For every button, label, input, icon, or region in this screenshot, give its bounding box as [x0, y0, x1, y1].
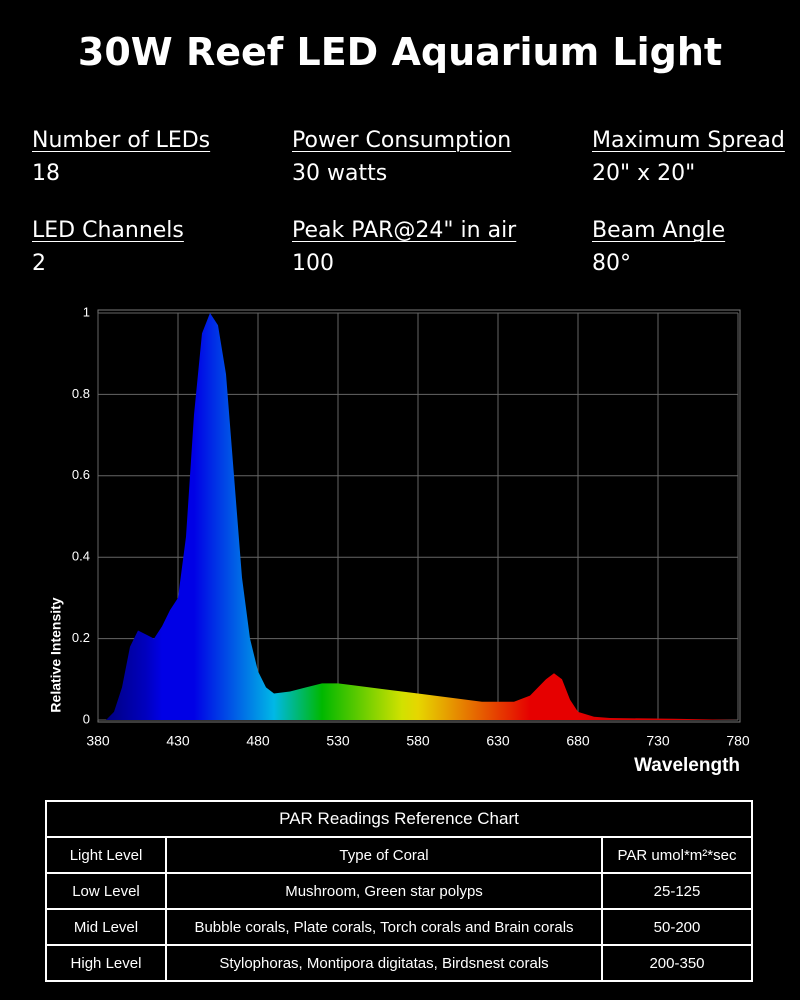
y-tick-label: 0.8	[72, 386, 90, 401]
spec-value: 18	[32, 161, 60, 186]
table-cell: Bubble corals, Plate corals, Torch coral…	[165, 908, 603, 946]
spec-value: 80°	[592, 251, 631, 276]
spec-value: 30 watts	[292, 161, 388, 186]
spec-label: Maximum Spread	[592, 128, 785, 153]
x-tick-label: 780	[726, 733, 750, 749]
spec: Number of LEDs 18	[32, 124, 292, 190]
spec-label: Peak PAR@24" in air	[292, 218, 517, 243]
y-tick-label: 0.6	[72, 467, 90, 482]
x-tick-label: 730	[646, 733, 670, 749]
y-tick-label: 1	[83, 304, 90, 319]
x-tick-label: 380	[86, 733, 110, 749]
y-axis-label: Relative Intensity	[48, 597, 64, 712]
x-axis-label: Wavelength	[634, 755, 740, 776]
x-tick-label: 530	[326, 733, 350, 749]
table-cell: Stylophoras, Montipora digitatas, Birdsn…	[165, 944, 603, 982]
y-tick-label: 0.2	[72, 630, 90, 645]
table-cell: 50-200	[601, 908, 753, 946]
spec-value: 100	[292, 251, 334, 276]
table-header: Light Level	[45, 836, 167, 874]
table-cell: Mushroom, Green star polyps	[165, 872, 603, 910]
table-row: Mid Level Bubble corals, Plate corals, To…	[45, 908, 753, 946]
table-row: High Level Stylophoras, Montipora digitat…	[45, 944, 753, 982]
spectrum-area	[106, 313, 738, 720]
table-row: Low Level Mushroom, Green star polyps 25-1…	[45, 872, 753, 910]
spec: Beam Angle 80°	[592, 214, 800, 280]
spec: LED Channels 2	[32, 214, 292, 280]
x-tick-label: 580	[406, 733, 430, 749]
x-tick-label: 630	[486, 733, 510, 749]
spec-value: 20" x 20"	[592, 161, 696, 186]
y-tick-label: 0	[83, 711, 90, 726]
spec-label: Power Consumption	[292, 128, 512, 153]
table-title: PAR Readings Reference Chart	[45, 800, 753, 838]
spec: Power Consumption 30 watts	[292, 124, 592, 190]
spec: Maximum Spread 20" x 20"	[592, 124, 800, 190]
par-table: PAR Readings Reference Chart Light Level T…	[45, 800, 753, 982]
page-title: 30W Reef LED Aquarium Light	[77, 30, 723, 74]
table-cell: 200-350	[601, 944, 753, 982]
y-tick-label: 0.4	[72, 549, 90, 564]
spec-grid: Number of LEDs 18 Power Consumption 30 watt…	[32, 124, 800, 280]
x-tick-label: 430	[166, 733, 190, 749]
table-cell: Low Level	[45, 872, 167, 910]
table-header-row: Light Level Type of Coral PAR umol*m²*sec	[45, 836, 753, 874]
spec-label: LED Channels	[32, 218, 184, 243]
spec-value: 2	[32, 251, 46, 276]
table-cell: Mid Level	[45, 908, 167, 946]
chart: Wavelength Relative Intensity 0 0.2 0.4 0.6…	[48, 304, 750, 776]
spec-label: Beam Angle	[592, 218, 726, 243]
x-tick-label: 480	[246, 733, 270, 749]
table-cell: 25-125	[601, 872, 753, 910]
table-header: Type of Coral	[165, 836, 603, 874]
table-cell: High Level	[45, 944, 167, 982]
spec: Peak PAR@24" in air 100	[292, 214, 592, 280]
table-header: PAR umol*m²*sec	[601, 836, 753, 874]
table-title-row: PAR Readings Reference Chart	[45, 800, 753, 838]
x-tick-label: 680	[566, 733, 590, 749]
spec-label: Number of LEDs	[32, 128, 211, 153]
